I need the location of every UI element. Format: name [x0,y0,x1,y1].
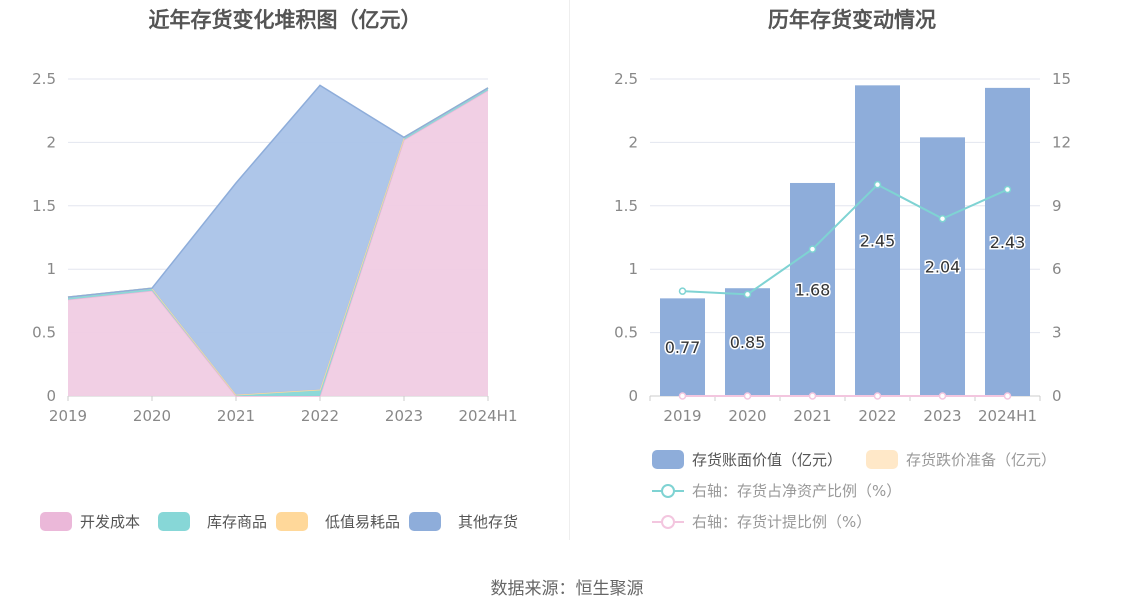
bar-value-label: 1.68 [795,280,831,299]
right-y2-tick-label: 3 [1052,324,1062,342]
right-y2-tick-label: 6 [1052,260,1062,278]
right-legend-swatch [866,450,898,469]
line-point [808,245,817,253]
bar-value-label: 0.85 [730,333,766,352]
inventory-bar [855,85,900,396]
left-legend-label: 库存商品 [207,513,267,531]
right-y-tick-label: 0.5 [614,324,638,342]
area-series-line-3 [67,84,489,298]
line-point [678,287,687,295]
left-y-tick-label: 2 [46,133,56,151]
line-point [873,180,882,189]
left-y-tick-label: 1 [46,260,56,278]
bar-value-label: 2.43 [990,233,1026,252]
left-x-tick-label: 2019 [49,407,87,425]
left-legend-swatch [276,512,308,531]
bar-value-label: 0.77 [665,338,701,357]
inventory-bar [660,298,705,396]
right-x-tick-label: 2022 [858,407,896,425]
right-x-tick-label: 2023 [923,407,961,425]
bar-value-label: 2.45 [860,232,896,251]
inventory-bar [920,137,965,396]
left-y-tick-label: 1.5 [32,197,56,215]
left-y-tick-label: 0 [46,387,56,405]
right-y2-tick-label: 9 [1052,197,1062,215]
left-x-tick-label: 2021 [217,407,255,425]
inventory-bar [790,182,835,396]
right-y-tick-label: 2 [628,133,638,151]
right-legend-marker [661,484,675,498]
left-x-tick-label: 2020 [133,407,171,425]
line-point [1003,392,1012,400]
left-chart-title: 近年存货变化堆积图（亿元） [148,8,422,32]
line-point [938,214,947,223]
right-y-tick-label: 2.5 [614,70,638,88]
line-point [678,392,687,400]
right-legend-label: 存货跌价准备（亿元） [906,451,1056,469]
left-legend-swatch [158,512,190,531]
area-series-0 [68,90,488,397]
left-legend-label: 低值易耗品 [325,513,400,531]
line-point [873,392,882,400]
line-point [743,290,752,299]
right-legend-marker [661,515,675,529]
left-legend-label: 开发成本 [80,513,140,531]
data-source-note: 数据来源：恒生聚源 [490,579,644,599]
right-legend-swatch [652,450,684,469]
right-x-tick-label: 2021 [793,407,831,425]
left-legend-label: 其他存货 [458,513,518,531]
inventory-bar [725,288,770,396]
line-point [743,392,752,400]
left-legend-swatch [409,512,441,531]
area-series-3 [68,85,488,395]
right-chart-title: 历年存货变动情况 [768,8,936,32]
left-x-tick-label: 2022 [301,407,339,425]
right-y-tick-label: 0 [628,387,638,405]
right-x-tick-label: 2019 [663,407,701,425]
line-point [938,392,947,400]
right-legend-label: 右轴：存货占净资产比例（%） [692,482,901,500]
right-y-tick-label: 1 [628,260,638,278]
right-legend-label: 存货账面价值（亿元） [692,451,842,469]
right-y2-tick-label: 12 [1052,133,1071,151]
right-y2-tick-label: 15 [1052,70,1071,88]
line-point [1003,185,1012,194]
right-x-tick-label: 2020 [728,407,766,425]
bar-value-label: 2.04 [925,258,961,277]
right-x-tick-label: 2024H1 [978,407,1037,425]
right-y2-tick-label: 0 [1052,387,1062,405]
left-y-tick-label: 0.5 [32,324,56,342]
left-y-tick-label: 2.5 [32,70,56,88]
line-point [808,392,817,400]
inventory-bar [985,87,1030,396]
left-legend-swatch [40,512,72,531]
right-legend-label: 右轴：存货计提比例（%） [692,513,871,531]
left-x-tick-label: 2023 [385,407,423,425]
panel-divider [569,0,570,540]
left-x-tick-label: 2024H1 [459,407,518,425]
right-y-tick-label: 1.5 [614,197,638,215]
line-series-2 [682,183,1008,296]
